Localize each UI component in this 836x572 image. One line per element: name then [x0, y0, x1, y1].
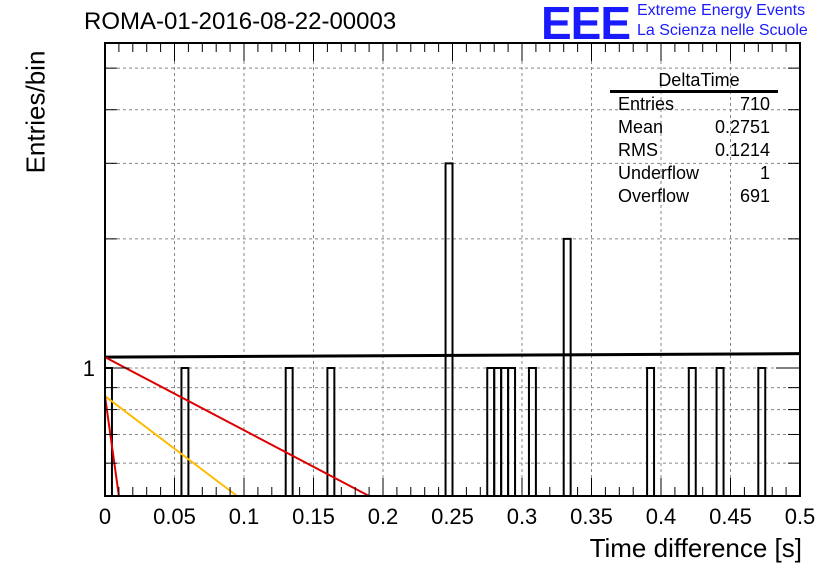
histogram-bar [715, 367, 725, 496]
histogram-bar [444, 162, 454, 496]
x-tick-label: 0.5 [785, 504, 816, 529]
org-name-line2: La Scienza nelle Scuole [637, 22, 808, 39]
stats-value: 710 [739, 94, 770, 114]
stats-title: DeltaTime [610, 70, 778, 93]
histogram-bar [757, 367, 767, 496]
stats-value: 691 [739, 186, 770, 206]
stats-label: Mean [618, 117, 664, 137]
stats-label: RMS [618, 140, 658, 160]
fit-line-red [104, 356, 370, 497]
x-axis-label: Time difference [s] [589, 533, 802, 563]
stats-row-rms: RMS 0.1214 [610, 139, 778, 162]
histogram-bar [527, 367, 537, 496]
stats-label: Underflow [618, 163, 700, 183]
stats-value: 1 [759, 163, 770, 183]
y-axis: 1 [83, 67, 800, 464]
stats-value: 0.2751 [714, 117, 770, 137]
histogram-bar [507, 367, 517, 496]
y-tick-label: 1 [83, 356, 95, 381]
fit-line-black [104, 352, 801, 359]
histogram-bars [104, 162, 767, 496]
stats-value: 0.1214 [714, 140, 770, 160]
histogram-bar [284, 367, 294, 496]
stats-row-underflow: Underflow 1 [610, 162, 778, 185]
histogram-bar [326, 367, 336, 496]
x-tick-label: 0.2 [368, 504, 399, 529]
y-axis-label: Entries/bin [20, 50, 51, 174]
org-name-line1: Extreme Energy Events [637, 2, 806, 19]
histogram-bar [687, 367, 697, 496]
stats-label: Entries [618, 94, 675, 114]
x-tick-label: 0 [99, 504, 111, 529]
x-tick-label: 0.45 [709, 504, 752, 529]
stats-row-mean: Mean 0.2751 [610, 116, 778, 139]
histogram-bar [180, 367, 190, 496]
x-tick-label: 0.05 [153, 504, 196, 529]
grid-lines [105, 43, 800, 496]
eee-logo: EEE [541, 0, 631, 49]
stats-label: Overflow [618, 186, 690, 206]
histogram-bar [562, 237, 572, 496]
stats-row-entries: Entries 710 [610, 93, 778, 116]
histogram-bar [646, 367, 656, 496]
x-tick-label: 0.3 [507, 504, 538, 529]
x-tick-label: 0.25 [431, 504, 474, 529]
x-axis: 0 0.05 0.1 0.15 0.2 0.25 0.3 0.35 0.4 0.45 0.5 [99, 43, 815, 529]
stats-box: DeltaTime Entries 710 Mean 0.2751 RMS 0.… [610, 70, 778, 208]
fit-line-orange [104, 395, 238, 497]
fit-line-red [104, 395, 120, 497]
fit-lines [104, 352, 801, 497]
chart-title: ROMA-01-2016-08-22-00003 [84, 8, 397, 35]
stats-row-overflow: Overflow 691 [610, 185, 778, 208]
x-tick-label: 0.4 [646, 504, 677, 529]
x-tick-label: 0.35 [570, 504, 613, 529]
x-tick-label: 0.15 [292, 504, 335, 529]
x-tick-label: 0.1 [229, 504, 260, 529]
